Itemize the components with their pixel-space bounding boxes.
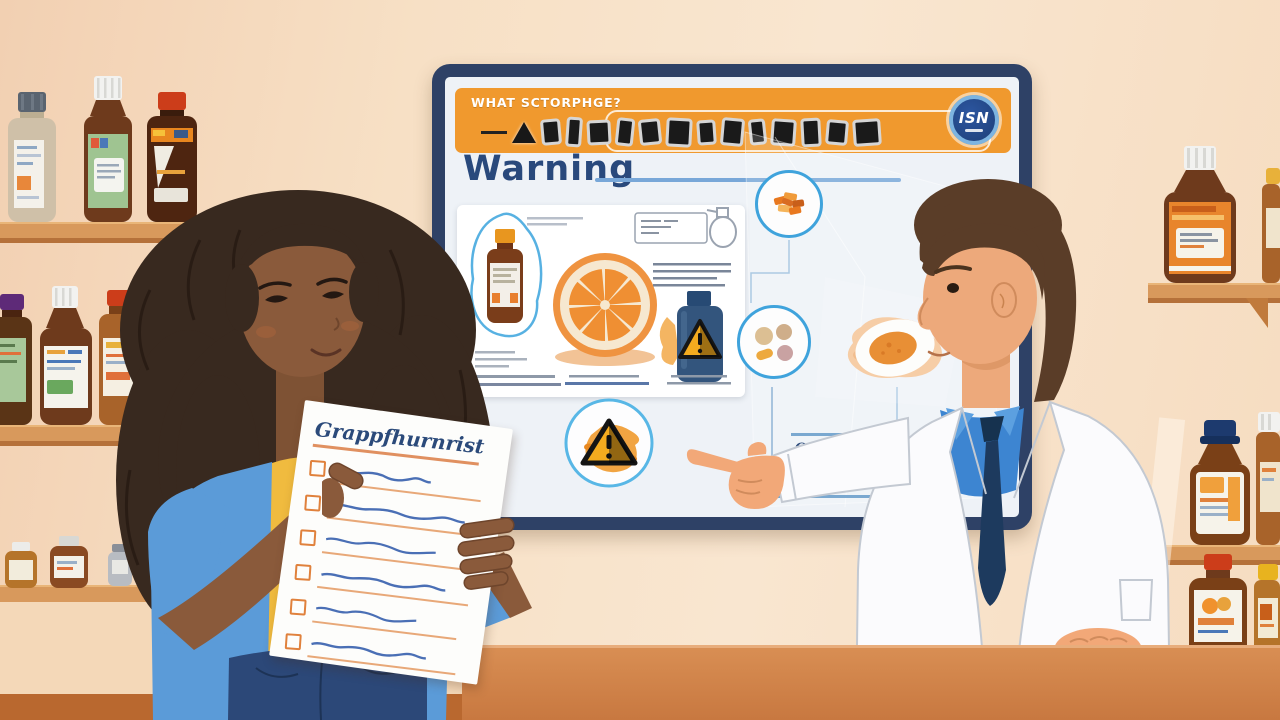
warning-triangle-icon (512, 121, 536, 143)
checklist-row (284, 629, 467, 677)
customer-face (239, 233, 365, 377)
pills-bubble (737, 305, 811, 379)
nose (333, 317, 340, 331)
medicine-bottle-icon (1190, 420, 1250, 545)
sleeve (148, 488, 230, 642)
checkbox-icon (289, 598, 307, 616)
eyebrow (258, 281, 292, 290)
warning-bubble (561, 395, 657, 491)
medicine-bottle-icon (1254, 564, 1280, 660)
eyebrow (934, 265, 972, 274)
eye (322, 291, 344, 299)
pills-icon (755, 324, 793, 361)
checklist-paper: Grappfhurnrist (269, 400, 513, 685)
eyebrow (316, 277, 348, 286)
checklist-row (303, 491, 486, 539)
supplement-info-card (457, 205, 745, 397)
scribble (316, 606, 417, 622)
dash-glyph (481, 130, 507, 134)
coat-pocket (1118, 579, 1154, 621)
warning-triangle-icon (564, 398, 654, 488)
pointing-hand-icon (686, 442, 785, 509)
isn-badge-icon: ISN (949, 95, 999, 145)
heading-rule (595, 178, 901, 182)
poster-banner: WHAT SCTORPHGE? ISN (455, 88, 1011, 153)
connector-line (771, 387, 773, 495)
banner-glyph-strip (481, 116, 882, 148)
orange-zest-icon (773, 192, 805, 215)
medicine-bottle-icon (1189, 554, 1247, 660)
medicine-bottle-icon (1262, 168, 1280, 283)
pump-bottle-icon (706, 207, 737, 248)
shelf-bracket (1246, 298, 1268, 328)
tie (978, 440, 1006, 606)
coat-sleeve (770, 416, 912, 504)
pharmacist-face (923, 232, 1037, 364)
scribble (311, 641, 426, 660)
checklist-row (293, 560, 476, 608)
badge-underline (965, 128, 983, 132)
medicine-bottle-icon (5, 542, 37, 588)
label-rule (775, 495, 937, 498)
banner-title: WHAT SCTORPHGE? (471, 95, 622, 110)
checkbox-icon (294, 563, 312, 581)
scribble (321, 572, 446, 592)
gripping-fingers (457, 517, 515, 590)
tie-knot (980, 416, 1004, 442)
checklist-row (289, 595, 472, 643)
eye (947, 283, 959, 293)
medicine-bottle-icon (50, 536, 88, 588)
pharmacist (686, 179, 1172, 720)
pill-bottle-icon (487, 229, 523, 323)
scribble (326, 537, 436, 554)
egg-food-icon (847, 317, 942, 378)
medicine-bottle-icon (1164, 146, 1236, 283)
medicine-bottle-icon (1256, 412, 1280, 545)
mouth (310, 348, 342, 357)
medicine-bottle-icon (84, 76, 132, 222)
mouth (927, 350, 951, 357)
medicine-bottle-icon (147, 92, 197, 222)
gripping-thumb (322, 462, 364, 518)
eye (265, 295, 288, 303)
warning-bottle-icon (677, 291, 723, 382)
orange-slice-icon (553, 253, 657, 366)
badge-label: ISN (958, 108, 990, 127)
warning-heading: Warning (463, 149, 636, 189)
checkbox-icon (299, 529, 317, 547)
info-card-illustration (465, 207, 737, 386)
checklist-row (298, 525, 481, 573)
medicine-bottle-icon (40, 286, 92, 425)
scribble (331, 503, 465, 524)
zest-bubble (755, 170, 823, 238)
checkbox-icon (304, 494, 322, 512)
medicine-bottle-icon (8, 92, 56, 222)
checkbox-icon (284, 633, 302, 651)
medicine-bottle-icon (0, 294, 32, 425)
